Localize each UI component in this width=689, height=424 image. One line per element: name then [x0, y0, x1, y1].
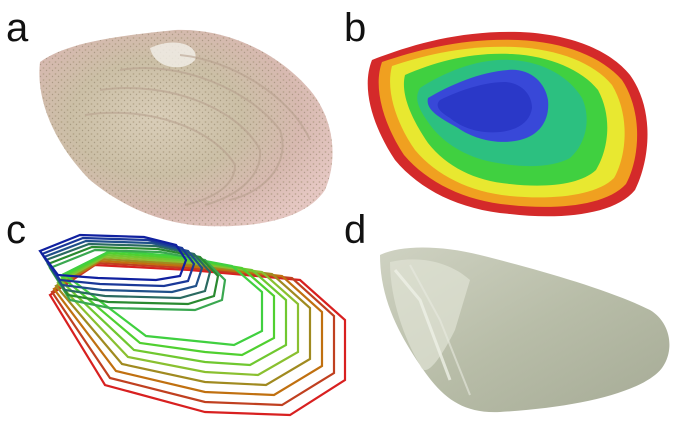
grey-shell-render	[380, 247, 670, 413]
panel-label-a: a	[6, 6, 29, 50]
panel-label-b: b	[344, 6, 367, 50]
height-colormap-shell	[367, 31, 648, 217]
oyster-shell-photo	[39, 29, 333, 227]
panel-label-c: c	[6, 208, 26, 252]
contour-layers	[38, 233, 347, 417]
panel-label-d: d	[344, 208, 367, 252]
